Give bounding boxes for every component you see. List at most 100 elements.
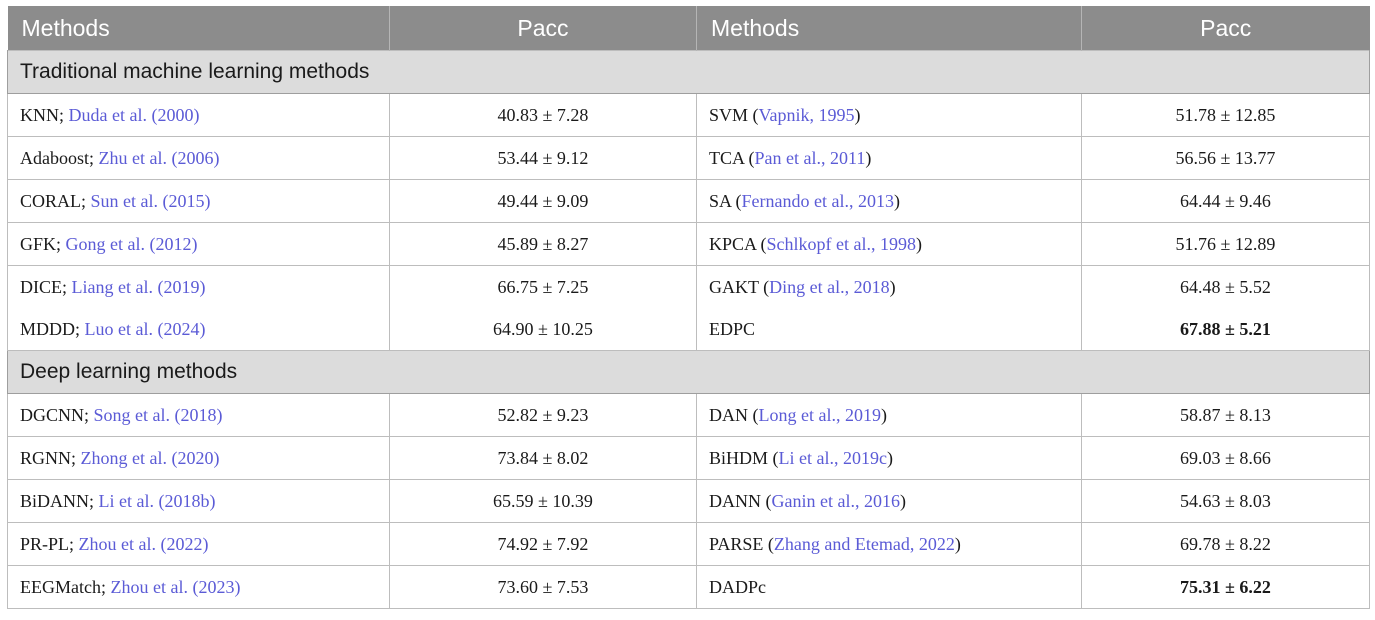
citation-link[interactable]: Zhang and Etemad, 2022 — [773, 533, 955, 554]
method-cell: DICE; Liang et al. (2019) — [7, 265, 390, 308]
method-cell: DAN (Long et al., 2019) — [696, 393, 1082, 437]
header-methods-1: Methods — [7, 6, 390, 51]
method-name: DAN ( — [709, 404, 759, 425]
citation-link[interactable]: Li et al. (2018b) — [98, 490, 216, 511]
method-name: Adaboost; — [20, 147, 99, 168]
pacc-cell: 66.75 ± 7.25 — [389, 265, 697, 308]
method-name: SA ( — [709, 190, 742, 211]
citation-link[interactable]: Ganin et al., 2016 — [771, 490, 900, 511]
citation-link[interactable]: Li et al., 2019c — [778, 447, 887, 468]
method-suffix: ) — [899, 490, 906, 511]
citation-link[interactable]: Liang et al. (2019) — [71, 276, 206, 297]
table-row: RGNN; Zhong et al. (2020) 73.84 ± 8.02 B… — [7, 436, 1370, 480]
method-name: KPCA ( — [709, 233, 767, 254]
method-suffix: ) — [886, 447, 893, 468]
section-title: Traditional machine learning methods — [7, 50, 1370, 94]
pacc-cell-best: 75.31 ± 6.22 — [1081, 565, 1370, 609]
method-cell: EEGMatch; Zhou et al. (2023) — [7, 565, 390, 609]
citation-link[interactable]: Song et al. (2018) — [93, 404, 223, 425]
method-cell: BiHDM (Li et al., 2019c) — [696, 436, 1082, 480]
table-row: DGCNN; Song et al. (2018) 52.82 ± 9.23 D… — [7, 393, 1370, 437]
citation-link[interactable]: Schlkopf et al., 1998 — [766, 233, 916, 254]
method-cell: SVM (Vapnik, 1995) — [696, 93, 1082, 137]
method-name: GAKT ( — [709, 276, 770, 297]
method-cell: GFK; Gong et al. (2012) — [7, 222, 390, 266]
method-name: TCA ( — [709, 147, 755, 168]
method-cell: Adaboost; Zhu et al. (2006) — [7, 136, 390, 180]
pacc-cell: 51.78 ± 12.85 — [1081, 93, 1370, 137]
citation-link[interactable]: Zhong et al. (2020) — [80, 447, 220, 468]
citation-link[interactable]: Fernando et al., 2013 — [741, 190, 894, 211]
method-name: DANN ( — [709, 490, 772, 511]
method-cell: SA (Fernando et al., 2013) — [696, 179, 1082, 223]
pacc-cell-best: 67.88 ± 5.21 — [1081, 308, 1370, 351]
method-suffix: ) — [893, 190, 900, 211]
method-cell: PARSE (Zhang and Etemad, 2022) — [696, 522, 1082, 566]
results-table: Methods Pacc Methods Pacc Traditional ma… — [7, 6, 1370, 609]
pacc-cell: 73.60 ± 7.53 — [389, 565, 697, 609]
citation-link[interactable]: Zhou et al. (2022) — [78, 533, 209, 554]
table-row: DICE; Liang et al. (2019) 66.75 ± 7.25 G… — [7, 265, 1370, 308]
pacc-cell: 65.59 ± 10.39 — [389, 479, 697, 523]
pacc-cell: 64.48 ± 5.52 — [1081, 265, 1370, 308]
method-cell: DADPc — [696, 565, 1082, 609]
citation-link[interactable]: Gong et al. (2012) — [65, 233, 198, 254]
method-name: PARSE ( — [709, 533, 774, 554]
pacc-cell: 58.87 ± 8.13 — [1081, 393, 1370, 437]
citation-link[interactable]: Long et al., 2019 — [758, 404, 881, 425]
pacc-cell: 69.78 ± 8.22 — [1081, 522, 1370, 566]
pacc-cell: 40.83 ± 7.28 — [389, 93, 697, 137]
method-name: EDPC — [709, 318, 756, 339]
citation-link[interactable]: Ding et al., 2018 — [769, 276, 890, 297]
pacc-cell: 53.44 ± 9.12 — [389, 136, 697, 180]
citation-link[interactable]: Duda et al. (2000) — [68, 104, 200, 125]
table-row: GFK; Gong et al. (2012) 45.89 ± 8.27 KPC… — [7, 222, 1370, 266]
method-name: DICE; — [20, 276, 72, 297]
section-header-row: Deep learning methods — [7, 350, 1370, 394]
method-cell: GAKT (Ding et al., 2018) — [696, 265, 1082, 308]
method-cell: BiDANN; Li et al. (2018b) — [7, 479, 390, 523]
method-suffix: ) — [954, 533, 961, 554]
citation-link[interactable]: Luo et al. (2024) — [84, 318, 206, 339]
method-suffix: ) — [889, 276, 896, 297]
pacc-cell: 73.84 ± 8.02 — [389, 436, 697, 480]
pacc-cell: 49.44 ± 9.09 — [389, 179, 697, 223]
table-row: CORAL; Sun et al. (2015) 49.44 ± 9.09 SA… — [7, 179, 1370, 223]
method-name: GFK; — [20, 233, 66, 254]
method-suffix: ) — [865, 147, 872, 168]
pacc-cell: 52.82 ± 9.23 — [389, 393, 697, 437]
method-cell: EDPC — [696, 308, 1082, 351]
pacc-cell: 74.92 ± 7.92 — [389, 522, 697, 566]
header-pacc-2: Pacc — [1081, 6, 1370, 51]
method-name: RGNN; — [20, 447, 81, 468]
table-row: KNN; Duda et al. (2000) 40.83 ± 7.28 SVM… — [7, 93, 1370, 137]
citation-link[interactable]: Sun et al. (2015) — [90, 190, 211, 211]
pacc-cell: 51.76 ± 12.89 — [1081, 222, 1370, 266]
method-name: KNN; — [20, 104, 69, 125]
pacc-cell: 56.56 ± 13.77 — [1081, 136, 1370, 180]
pacc-cell: 69.03 ± 8.66 — [1081, 436, 1370, 480]
method-name: DGCNN; — [20, 404, 94, 425]
citation-link[interactable]: Zhu et al. (2006) — [98, 147, 220, 168]
method-name: MDDD; — [20, 318, 85, 339]
table-row: MDDD; Luo et al. (2024) 64.90 ± 10.25 ED… — [7, 308, 1370, 351]
method-cell: KNN; Duda et al. (2000) — [7, 93, 390, 137]
method-cell: RGNN; Zhong et al. (2020) — [7, 436, 390, 480]
method-name: BiDANN; — [20, 490, 99, 511]
method-name: EEGMatch; — [20, 576, 111, 597]
method-suffix: ) — [880, 404, 887, 425]
citation-link[interactable]: Pan et al., 2011 — [754, 147, 866, 168]
header-row: Methods Pacc Methods Pacc — [7, 6, 1370, 51]
method-cell: DGCNN; Song et al. (2018) — [7, 393, 390, 437]
method-cell: KPCA (Schlkopf et al., 1998) — [696, 222, 1082, 266]
pacc-cell: 64.90 ± 10.25 — [389, 308, 697, 351]
method-suffix: ) — [916, 233, 922, 254]
method-name: CORAL; — [20, 190, 91, 211]
citation-link[interactable]: Zhou et al. (2023) — [110, 576, 241, 597]
table-row: EEGMatch; Zhou et al. (2023) 73.60 ± 7.5… — [7, 565, 1370, 609]
method-cell: TCA (Pan et al., 2011) — [696, 136, 1082, 180]
method-name: PR-PL; — [20, 533, 79, 554]
method-cell: PR-PL; Zhou et al. (2022) — [7, 522, 390, 566]
method-name: BiHDM ( — [709, 447, 779, 468]
citation-link[interactable]: Vapnik, 1995 — [758, 104, 855, 125]
